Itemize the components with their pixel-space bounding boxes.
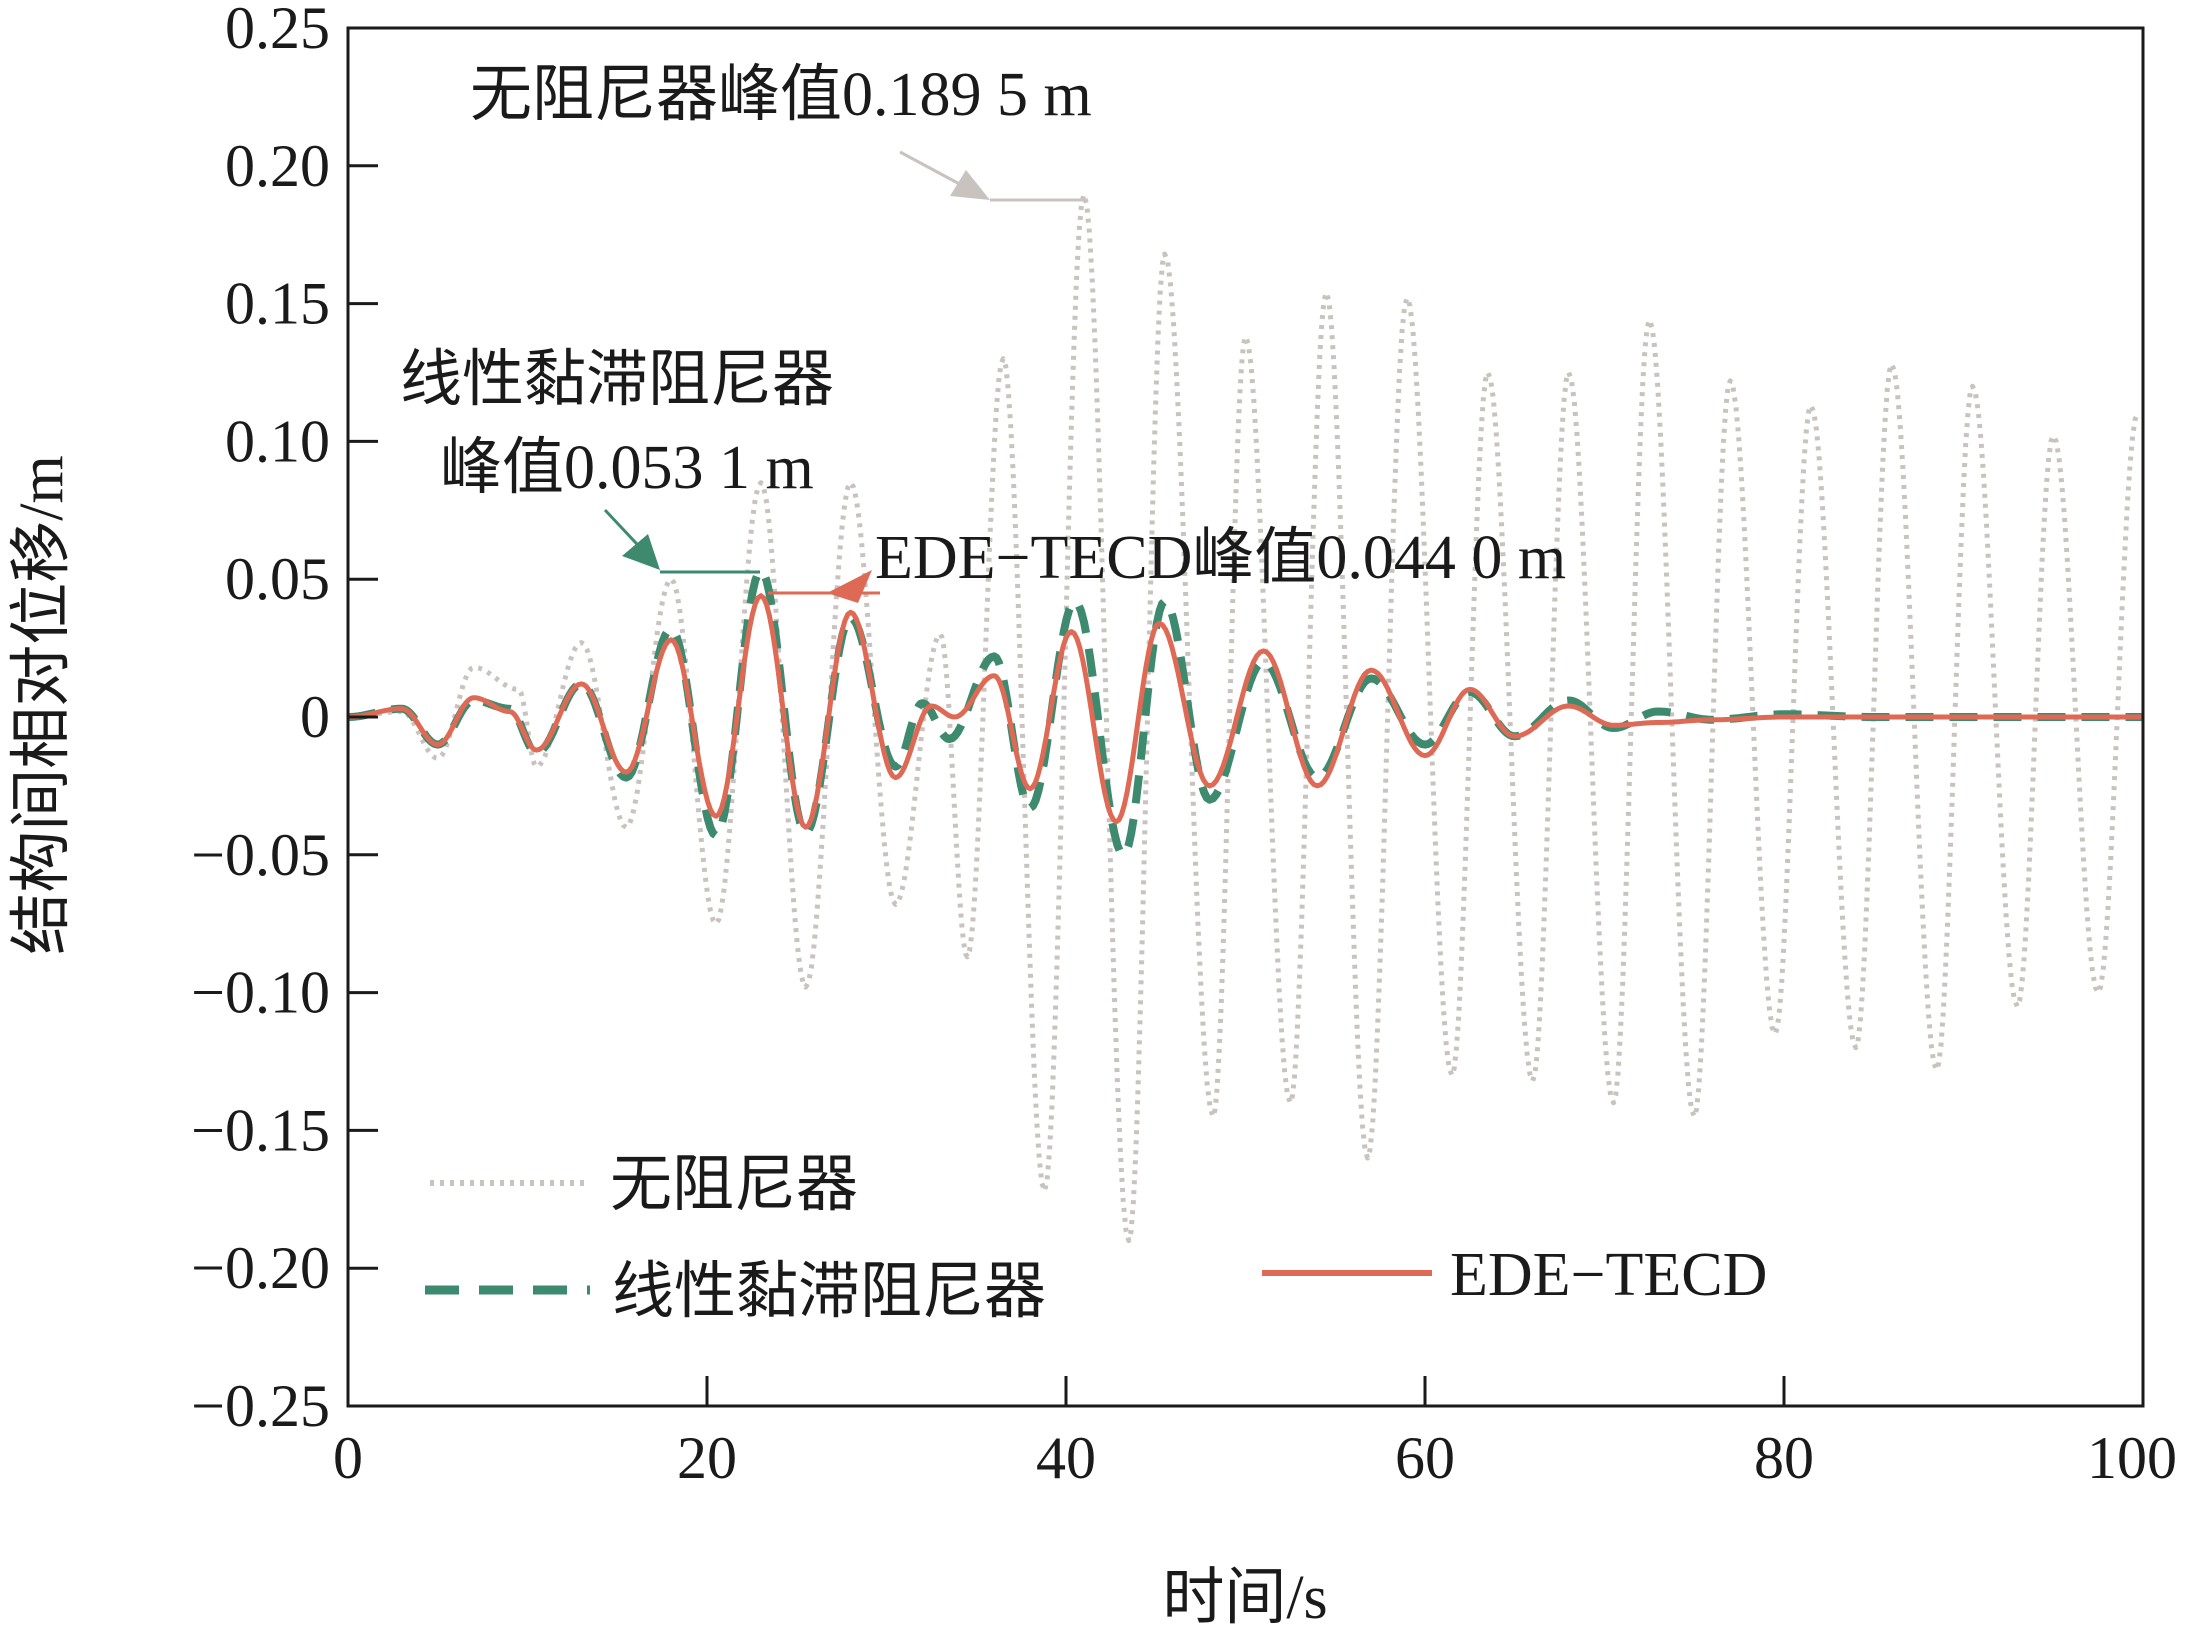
annotation-undamped-peak-label: 无阻尼器峰值0.189 5 m [470, 61, 1092, 129]
x-tick-label: 0 [333, 1425, 363, 1491]
y-tick-label: 0.15 [225, 271, 330, 337]
y-axis-title: 结构间相对位移/m [8, 455, 76, 954]
annotation-ede-arrowhead [827, 570, 872, 603]
y-tick-label: 0 [300, 684, 330, 750]
y-tick-label: −0.25 [191, 1373, 330, 1439]
y-tick-label: −0.20 [191, 1235, 330, 1301]
plot-frame [346, 26, 2145, 1408]
x-tick-label: 20 [677, 1425, 737, 1491]
x-tick-label: 60 [1395, 1425, 1455, 1491]
legend-viscous-label: 线性黏滞阻尼器 [612, 1258, 1046, 1326]
ticks-layer: 0.25 0.20 0.15 0.10 0.05 0 −0.05 −0.10 −0.15 −0.2… [191, 0, 2177, 1491]
y-tick-label: −0.15 [191, 1097, 330, 1163]
annotation-viscous-peak-line2: 峰值0.053 1 m [440, 434, 814, 502]
annotation-viscous-peak: 线性黏滞阻尼器 峰值0.053 1 m [400, 346, 834, 574]
legend-ede-label: EDE−TECD [1450, 1241, 1767, 1309]
x-tick-label: 80 [1754, 1425, 1814, 1491]
y-tick-label: 0.05 [225, 546, 330, 612]
y-tick-label: −0.10 [191, 960, 330, 1026]
legend: 无阻尼器 线性黏滞阻尼器 EDE−TECD [425, 1151, 1767, 1326]
y-tick-label: 0.10 [225, 408, 330, 474]
legend-undamped-label: 无阻尼器 [610, 1151, 858, 1219]
annotation-viscous-peak-line1: 线性黏滞阻尼器 [400, 346, 834, 414]
y-tick-label: 0.25 [225, 0, 330, 61]
annotation-undamped-peak: 无阻尼器峰值0.189 5 m [470, 61, 1092, 202]
x-tick-label: 100 [2087, 1425, 2177, 1491]
series-undamped-line [347, 192, 2140, 1244]
annotation-viscous-arrowhead [622, 534, 660, 570]
series-layer [347, 192, 2143, 1244]
annotation-undamped-arrowhead [950, 170, 990, 200]
x-tick-label: 40 [1036, 1425, 1096, 1491]
y-tick-label: −0.05 [191, 822, 330, 888]
y-tick-label: 0.20 [225, 133, 330, 199]
annotation-ede-peak: EDE−TECD峰值0.044 0 m [768, 524, 1566, 603]
annotation-ede-peak-label: EDE−TECD峰值0.044 0 m [875, 524, 1566, 592]
series-ede-tecd-line [347, 593, 2143, 830]
x-axis-title: 时间/s [1162, 1564, 1327, 1628]
